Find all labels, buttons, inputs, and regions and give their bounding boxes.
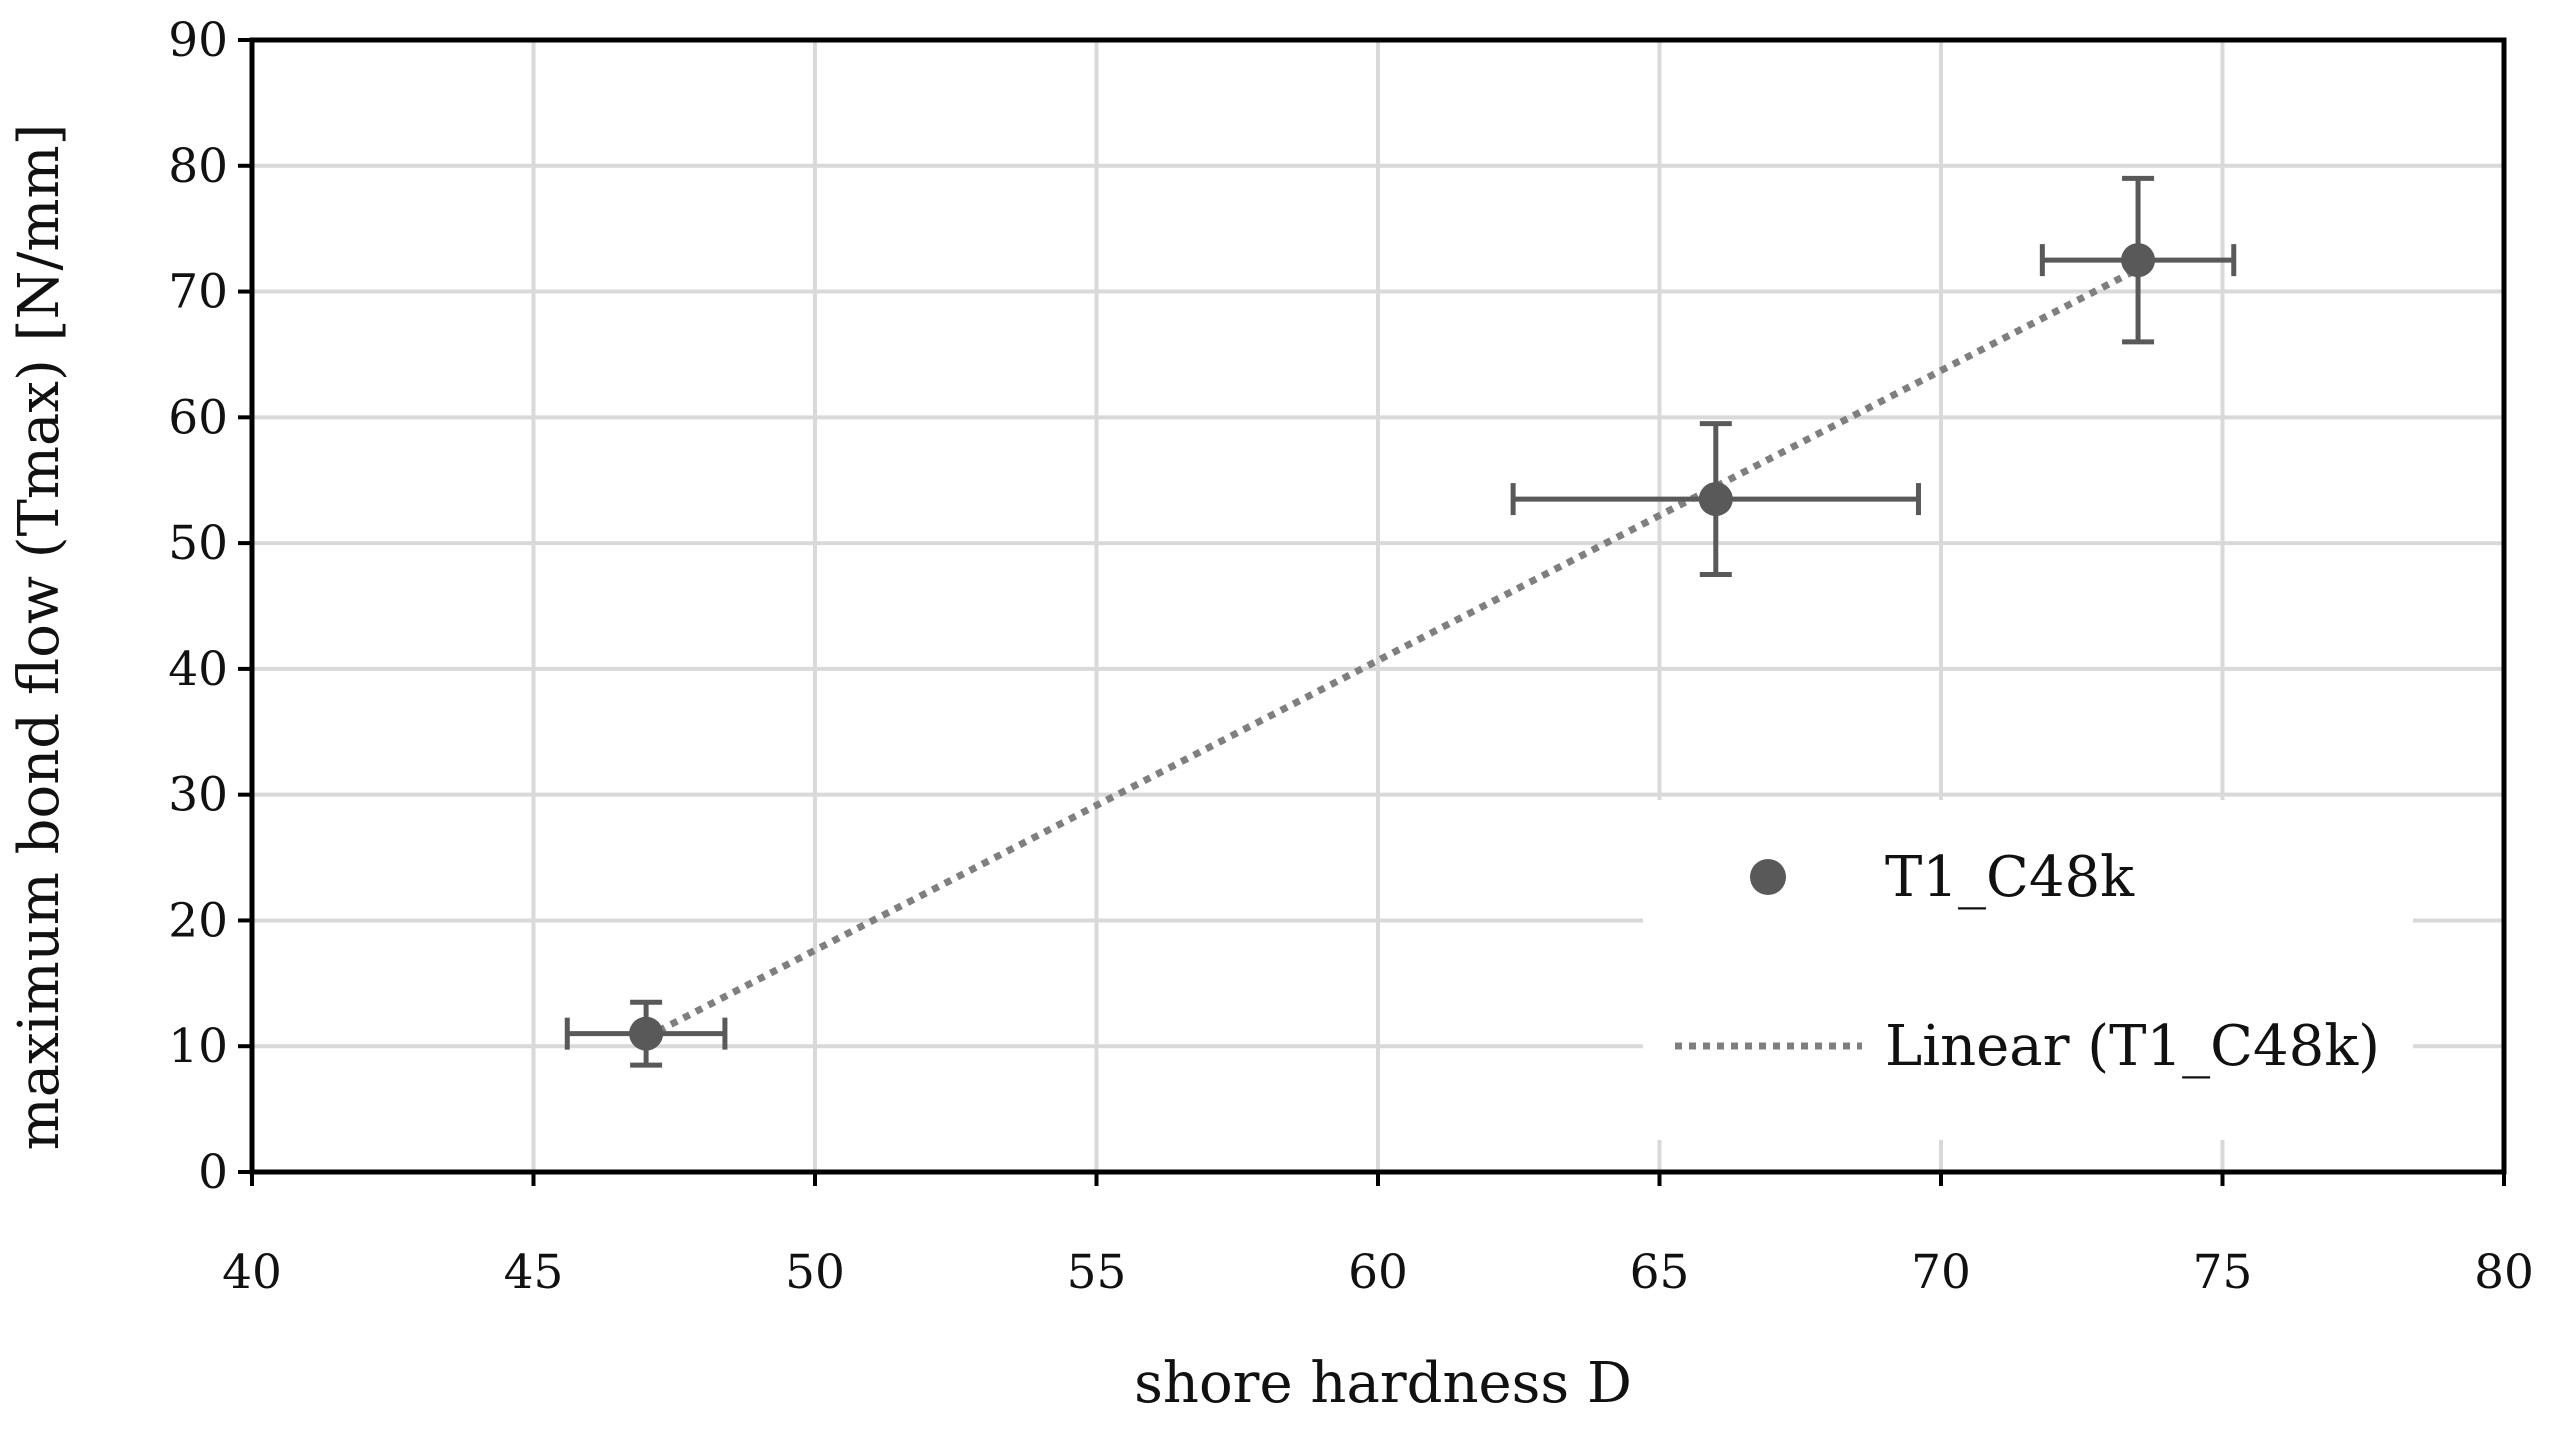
y-tick-label-20: 20 bbox=[168, 893, 228, 948]
y-tick-label-60: 60 bbox=[168, 390, 228, 445]
tick-labels: 40 45 50 55 60 65 70 75 80 0 10 20 30 40 50 60 70 80 90 bbox=[168, 13, 2534, 1300]
x-tick-label-45: 45 bbox=[504, 1245, 564, 1300]
y-tick-label-80: 80 bbox=[168, 139, 228, 194]
y-tick-label-70: 70 bbox=[168, 265, 228, 320]
x-tick-label-70: 70 bbox=[1911, 1245, 1971, 1300]
y-axis-title: maximum bond flow (Tmax) [N/mm] bbox=[7, 124, 72, 1151]
x-tick-label-65: 65 bbox=[1630, 1245, 1690, 1300]
x-tick-label-55: 55 bbox=[1067, 1245, 1127, 1300]
plot-border bbox=[249, 37, 2507, 1175]
x-tick-label-50: 50 bbox=[785, 1245, 845, 1300]
y-tick-label-0: 0 bbox=[198, 1145, 228, 1200]
axes bbox=[238, 37, 2507, 1186]
y-tick-label-90: 90 bbox=[168, 13, 228, 68]
data-points bbox=[629, 243, 2156, 1051]
legend-label-linear-trend: Linear (T1_C48k) bbox=[1885, 1014, 2380, 1079]
data-point-2 bbox=[2121, 243, 2156, 278]
legend-marker-t1-c48k bbox=[1750, 859, 1786, 895]
x-tick-label-40: 40 bbox=[222, 1245, 282, 1300]
grid-lines bbox=[250, 38, 2506, 1174]
x-axis-title: shore hardness D bbox=[1134, 1351, 1632, 1416]
data-point-0 bbox=[629, 1016, 664, 1051]
x-tick-label-60: 60 bbox=[1348, 1245, 1408, 1300]
y-tick-label-30: 30 bbox=[168, 768, 228, 823]
x-tick-label-75: 75 bbox=[2193, 1245, 2253, 1300]
y-tick-label-40: 40 bbox=[168, 642, 228, 697]
legend: T1_C48k Linear (T1_C48k) bbox=[1643, 800, 2413, 1140]
legend-label-t1-c48k: T1_C48k bbox=[1885, 845, 2135, 910]
legend-background bbox=[1643, 800, 2413, 1140]
x-tick-label-80: 80 bbox=[2474, 1245, 2534, 1300]
data-point-1 bbox=[1698, 482, 1733, 517]
y-tick-label-10: 10 bbox=[168, 1019, 228, 1074]
y-tick-label-50: 50 bbox=[168, 516, 228, 571]
